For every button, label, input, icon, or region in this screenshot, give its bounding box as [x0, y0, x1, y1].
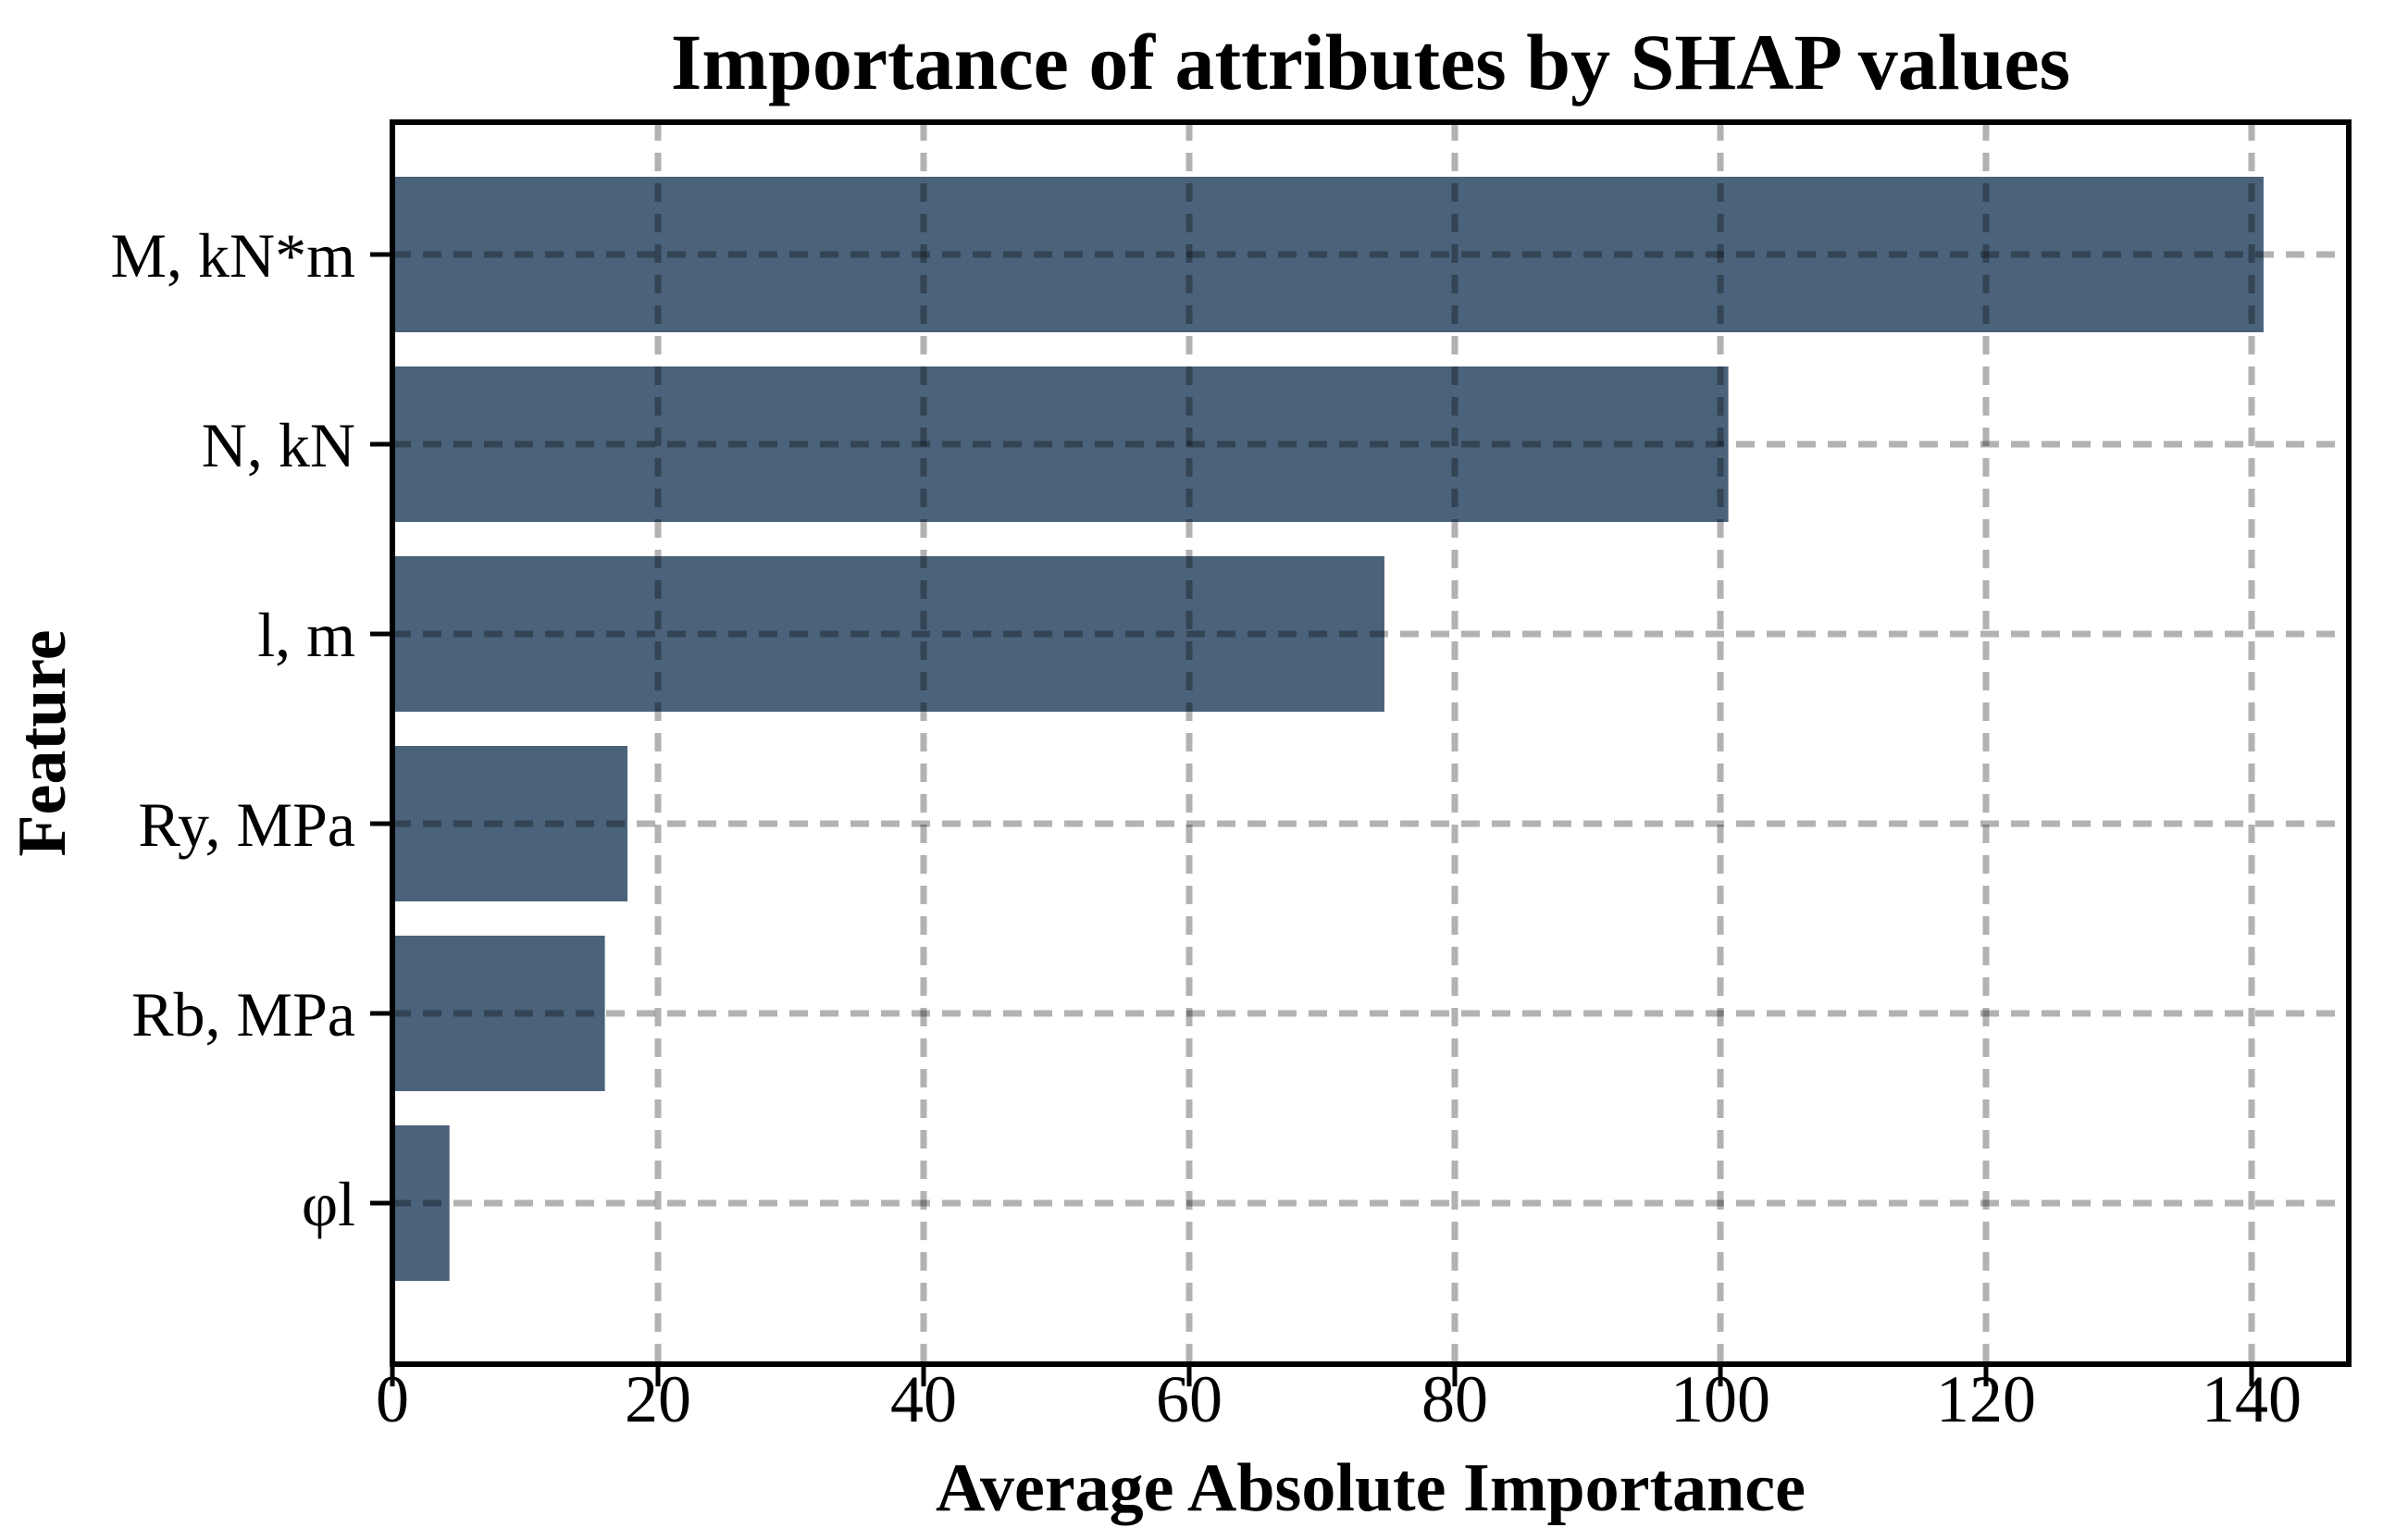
chart-title: Importance of attributes by SHAP values	[671, 18, 2070, 106]
bars-group	[392, 177, 2264, 1281]
x-tick-label-80: 80	[1421, 1362, 1488, 1436]
x-axis-label: Average Absolute Importance	[936, 1450, 1806, 1526]
y-axis-label: Feature	[5, 629, 81, 856]
x-tick-label-40: 40	[890, 1362, 957, 1436]
gridlines-group	[392, 122, 2349, 1364]
bar-2	[392, 556, 1384, 712]
category-labels-group: M, kN*m N, kN l, m Ry, MPa Rb, MPa φl	[111, 220, 355, 1239]
tick-marks-group	[370, 252, 2254, 1386]
bar-5	[392, 1125, 450, 1281]
category-label-4: Rb, MPa	[131, 979, 355, 1049]
x-tick-label-20: 20	[625, 1362, 691, 1436]
plot-border	[390, 119, 2352, 1367]
category-label-0: M, kN*m	[111, 220, 355, 291]
x-tick-label-60: 60	[1156, 1362, 1223, 1436]
bar-3	[392, 746, 627, 901]
category-label-5: φl	[302, 1169, 355, 1239]
x-tick-label-0: 0	[376, 1362, 409, 1436]
x-tick-label-120: 120	[1936, 1362, 2036, 1436]
x-tick-label-140: 140	[2202, 1362, 2302, 1436]
category-label-2: l, m	[257, 600, 355, 670]
x-tick-labels-group: 0 20 40 60 80 100 120 140	[376, 1362, 2302, 1436]
bar-1	[392, 366, 1729, 522]
category-label-1: N, kN	[202, 410, 355, 480]
bar-4	[392, 936, 605, 1091]
category-label-3: Ry, MPa	[138, 789, 355, 860]
bar-0	[392, 177, 2264, 332]
x-tick-label-100: 100	[1670, 1362, 1770, 1436]
